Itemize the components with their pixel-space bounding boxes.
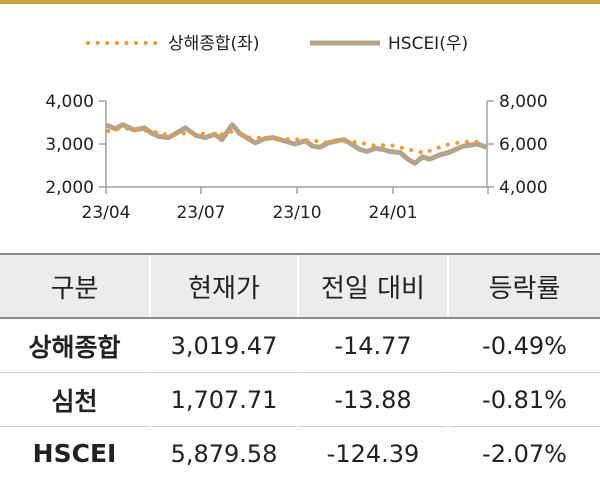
table-row: HSCEI 5,879.58 -124.39 -2.07% (0, 426, 600, 480)
column-header-change-rate: 등락률 (447, 253, 600, 319)
change-rate-cell: -2.07% (447, 426, 600, 480)
price-cell: 3,019.47 (149, 318, 298, 373)
series-line-hscei (105, 122, 488, 166)
series-line-shanghai (106, 126, 487, 155)
right-y-tick-label: 6,000 (499, 135, 548, 155)
change-rate-cell: -0.49% (447, 318, 600, 373)
index-quote-table: 구분 현재가 전일 대비 등락률 상해종합 3,019.47 -14.77 -0… (0, 253, 600, 480)
left-y-tick-label: 4,000 (45, 92, 94, 112)
left-y-tick-label: 3,000 (45, 135, 94, 155)
column-header-change: 전일 대비 (297, 253, 448, 319)
column-header-category: 구분 (0, 253, 150, 319)
chart-axes: 2,000 3,000 4,000 4,000 6,000 8,000 23/04 23/07… (45, 92, 547, 223)
x-tick-label: 23/07 (176, 203, 225, 223)
chart-legend: 상해종합(좌) HSCEI(우) (86, 34, 468, 54)
x-tick-label: 24/01 (369, 203, 418, 223)
plot-area (105, 122, 488, 166)
price-cell: 5,879.58 (149, 426, 298, 480)
left-y-tick-label: 2,000 (45, 178, 94, 198)
change-rate-cell: -0.81% (447, 372, 600, 427)
table-header-row: 구분 현재가 전일 대비 등락률 (0, 253, 600, 319)
row-name-cell: 심천 (0, 372, 150, 427)
price-cell: 1,707.71 (149, 372, 298, 427)
legend-label-hscei: HSCEI(우) (388, 34, 468, 54)
right-y-tick-label: 8,000 (499, 92, 548, 112)
top-accent-rule (0, 0, 600, 4)
legend-label-shanghai: 상해종합(좌) (168, 34, 259, 54)
change-cell: -13.88 (297, 372, 448, 427)
x-tick-label: 23/10 (273, 203, 322, 223)
right-y-tick-label: 4,000 (499, 178, 548, 198)
change-cell: -14.77 (297, 318, 448, 373)
row-name-cell: HSCEI (32, 439, 117, 468)
x-tick-label: 23/04 (82, 203, 131, 223)
table-row: 상해종합 3,019.47 -14.77 -0.49% (0, 318, 600, 373)
table-row: 심천 1,707.71 -13.88 -0.81% (0, 372, 600, 427)
index-line-chart: 상해종합(좌) HSCEI(우) 2,000 3,000 4,000 4,000 6,0… (45, 34, 547, 223)
row-name-cell: 상해종합 (0, 318, 150, 373)
column-header-price: 현재가 (149, 253, 298, 319)
change-cell: -124.39 (297, 426, 448, 480)
